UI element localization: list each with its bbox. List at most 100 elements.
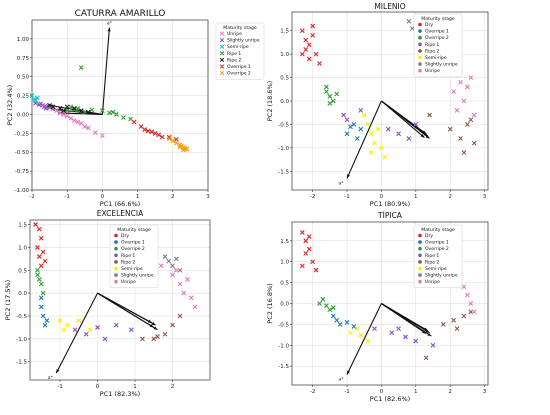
data-point [406, 18, 412, 24]
data-point [358, 332, 364, 338]
data-point [409, 26, 415, 31]
loading-arrow [346, 100, 382, 179]
data-point [299, 51, 305, 57]
data-point [145, 128, 151, 134]
data-point [85, 125, 91, 131]
loading-arrowhead [151, 322, 156, 326]
data-point [451, 89, 457, 95]
data-point [379, 145, 384, 151]
data-point [100, 108, 105, 114]
data-point [358, 126, 364, 132]
data-point [344, 131, 350, 137]
legend-label: Overripe 1 [227, 64, 251, 70]
data-point [29, 93, 35, 98]
data-point [184, 146, 190, 152]
data-point [323, 89, 329, 95]
legend-marker [114, 279, 118, 284]
data-point [461, 98, 467, 104]
data-point [413, 122, 419, 127]
legend-label: Unripe [425, 279, 440, 285]
y-tick-label: 1.00 [17, 37, 30, 43]
x-tick-label: 2 [171, 194, 175, 200]
data-point [385, 126, 391, 132]
y-tick-label: 0.25 [17, 94, 30, 100]
loading-arrow [55, 292, 98, 374]
y-tick-label: -0.5 [278, 122, 289, 128]
legend-box [109, 224, 159, 289]
x-tick-label: -2 [310, 194, 315, 200]
data-point [158, 263, 164, 269]
loading-label: a* [339, 180, 345, 186]
data-point [181, 290, 187, 296]
loading-arrowhead [107, 27, 111, 32]
x-axis-label: PC1 (82.6%) [370, 395, 410, 403]
data-point [317, 61, 322, 66]
data-point [323, 84, 329, 90]
data-point [36, 277, 42, 282]
data-point [177, 281, 183, 287]
legend-box [413, 224, 463, 289]
data-point [44, 318, 50, 323]
data-point [344, 117, 350, 123]
data-point [162, 331, 168, 337]
legend-title: Maturity stage [421, 16, 455, 22]
data-point [348, 124, 353, 130]
legend-marker [219, 37, 225, 43]
x-tick-label: 0 [380, 194, 384, 200]
data-point [38, 263, 44, 269]
legend-box [215, 22, 265, 80]
data-point [365, 122, 371, 127]
chart-excelencia: -1 0 1 2 -1.5 -1.0 -0.5 0.0 0.5 1.0 1.5 PC1 (82.3%)… [4, 209, 211, 398]
loading-label: a* [48, 375, 54, 381]
data-point [95, 325, 100, 330]
data-point [299, 263, 305, 269]
data-point [107, 110, 112, 116]
data-point [131, 119, 137, 125]
data-point [351, 122, 357, 127]
data-point [75, 119, 81, 125]
data-point [310, 33, 316, 38]
data-point [396, 131, 401, 137]
data-point [76, 318, 82, 323]
chart-caturra: -2 -1 0 1 2 3 -1.00 -0.75 -0.50 -0.25 0.00 0.25 0.50… [6, 9, 265, 208]
data-point [317, 301, 322, 306]
chart-title: TÍPICA [377, 211, 403, 220]
x-tick-label: 3 [483, 194, 487, 200]
data-point [303, 238, 309, 244]
data-point [303, 37, 309, 43]
data-point [354, 326, 360, 331]
legend-marker [219, 51, 225, 56]
legend-marker [418, 55, 422, 60]
loading-arrow [97, 292, 155, 328]
legend-label: Overripe 2 [121, 246, 145, 252]
data-point [403, 334, 408, 340]
data-point [406, 136, 412, 141]
x-tick-label: 2 [171, 384, 175, 390]
data-point [299, 28, 305, 34]
legend-title: Maturity stage [421, 227, 455, 233]
x-axis-label: PC1 (80.9%) [370, 200, 410, 208]
legend-marker [114, 233, 118, 238]
legend-box [413, 13, 463, 78]
data-point [303, 250, 309, 256]
loading-arrowhead [422, 330, 427, 334]
legend-title: Maturity stage [223, 25, 257, 31]
chart-title: CATURRA AMARILLO [75, 9, 166, 19]
data-point [166, 136, 172, 142]
data-point [173, 140, 179, 146]
data-point [344, 319, 350, 325]
data-point [454, 107, 460, 113]
data-point [430, 342, 436, 348]
data-point [358, 107, 364, 113]
legend-marker [114, 260, 118, 264]
x-tick-label: 2 [448, 194, 452, 200]
legend-marker [418, 240, 422, 244]
x-tick-label: -1 [344, 194, 349, 200]
y-tick-label: 1.0 [18, 245, 27, 251]
x-tick-label: 0 [380, 389, 384, 395]
y-tick-label: 1.5 [280, 29, 289, 35]
data-point [382, 154, 388, 160]
y-axis-label: PC2 (17.5%) [4, 280, 12, 320]
data-point [33, 98, 38, 104]
